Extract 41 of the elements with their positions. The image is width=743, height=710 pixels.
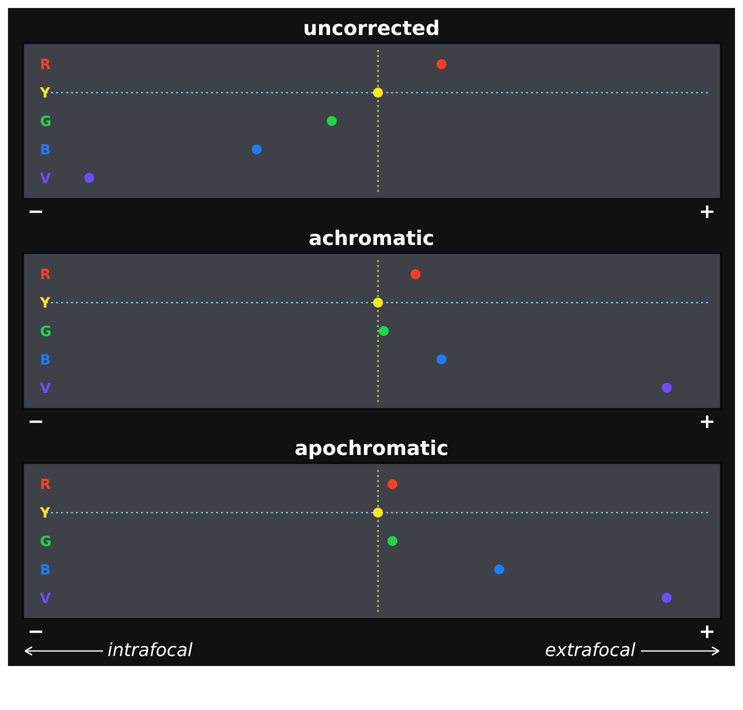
point	[494, 564, 504, 574]
point	[436, 59, 446, 70]
point	[372, 298, 382, 308]
y-tick-label: R	[40, 267, 50, 284]
point	[386, 536, 397, 546]
y-tick-label: R	[40, 57, 50, 74]
text: −	[28, 409, 44, 433]
text: −	[28, 619, 44, 643]
y-tick-label: Y	[38, 296, 50, 312]
point	[251, 144, 262, 154]
chart-title: uncorrected	[302, 15, 441, 42]
text: intrafocal	[108, 640, 193, 661]
point	[326, 116, 336, 126]
y-tick-label: Y	[38, 86, 50, 102]
y-tick-label: G	[40, 324, 51, 340]
text: +	[698, 409, 716, 433]
text: +	[698, 619, 716, 643]
y-tick-label: V	[40, 170, 50, 187]
y-tick-label: B	[40, 352, 50, 368]
y-tick-label: B	[40, 142, 50, 158]
chart-title: achromatic	[308, 225, 436, 252]
point	[661, 382, 672, 393]
y-tick-label: G	[40, 534, 51, 550]
point	[372, 88, 382, 98]
y-tick-label: R	[40, 477, 50, 494]
y-tick-label: G	[40, 114, 51, 130]
y-tick-label: Y	[38, 506, 50, 522]
point	[661, 592, 672, 603]
y-tick-label: B	[40, 562, 50, 578]
point	[378, 326, 388, 336]
y-tick-label: V	[40, 380, 50, 397]
point	[436, 354, 446, 364]
text: +	[698, 199, 716, 223]
point	[386, 479, 397, 490]
point	[372, 508, 382, 518]
text: −	[28, 199, 44, 223]
point	[410, 269, 420, 280]
y-tick-label: V	[40, 590, 50, 607]
point	[84, 172, 94, 183]
chart-title: apochromatic	[294, 435, 450, 462]
text: extrafocal	[545, 640, 636, 661]
